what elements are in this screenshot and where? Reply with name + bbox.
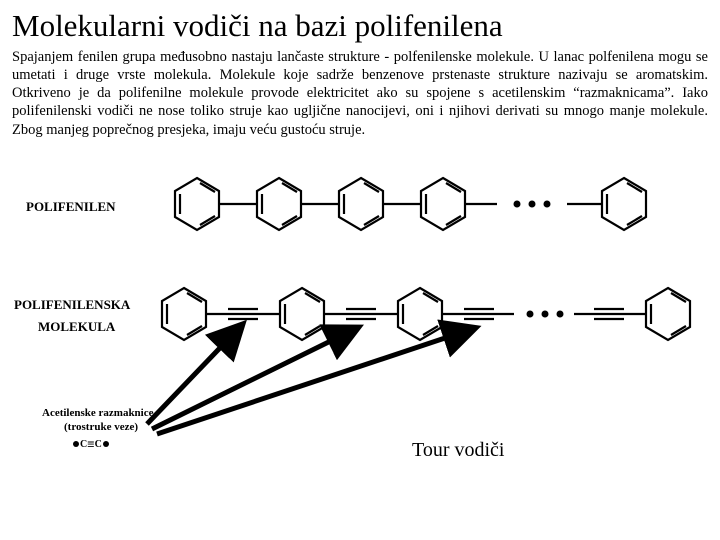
chemistry-svg <box>12 149 708 479</box>
page-title: Molekularni vodiči na bazi polifenilena <box>12 8 708 44</box>
molecule-diagram: POLIFENILEN POLIFENILENSKA MOLEKULA Acet… <box>12 149 708 479</box>
intro-paragraph: Spajanjem fenilen grupa međusobno nastaj… <box>12 48 708 139</box>
